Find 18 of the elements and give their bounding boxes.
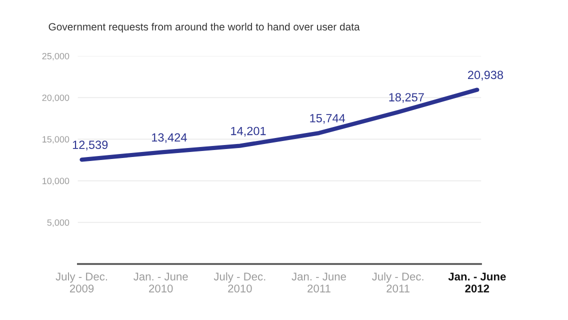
y-tick-label: 20,000 <box>42 94 70 102</box>
data-label: 13,424 <box>152 133 187 144</box>
chart-title: Government requests from around the world to hand over user data <box>48 22 360 33</box>
x-tick-label: July - Dec. 2011 <box>372 272 424 292</box>
data-label: 18,257 <box>389 93 424 103</box>
y-tick-label: 5,000 <box>47 219 70 227</box>
y-tick-label: 25,000 <box>42 52 70 60</box>
data-label: 14,201 <box>231 126 266 137</box>
data-label: 20,938 <box>468 70 504 81</box>
x-tick-label: July - Dec. 2010 <box>214 272 266 292</box>
x-tick-label: Jan. - June 2010 <box>134 272 188 292</box>
x-tick-label: July - Dec. 2009 <box>56 272 107 292</box>
x-tick-label: Jan. - June 2012 <box>448 272 506 292</box>
data-label: 12,539 <box>72 140 108 150</box>
x-tick-label: Jan. - June 2011 <box>292 272 346 292</box>
data-label: 15,744 <box>310 114 346 124</box>
y-tick-label: 10,000 <box>42 178 70 186</box>
y-tick-label: 15,000 <box>42 136 70 144</box>
